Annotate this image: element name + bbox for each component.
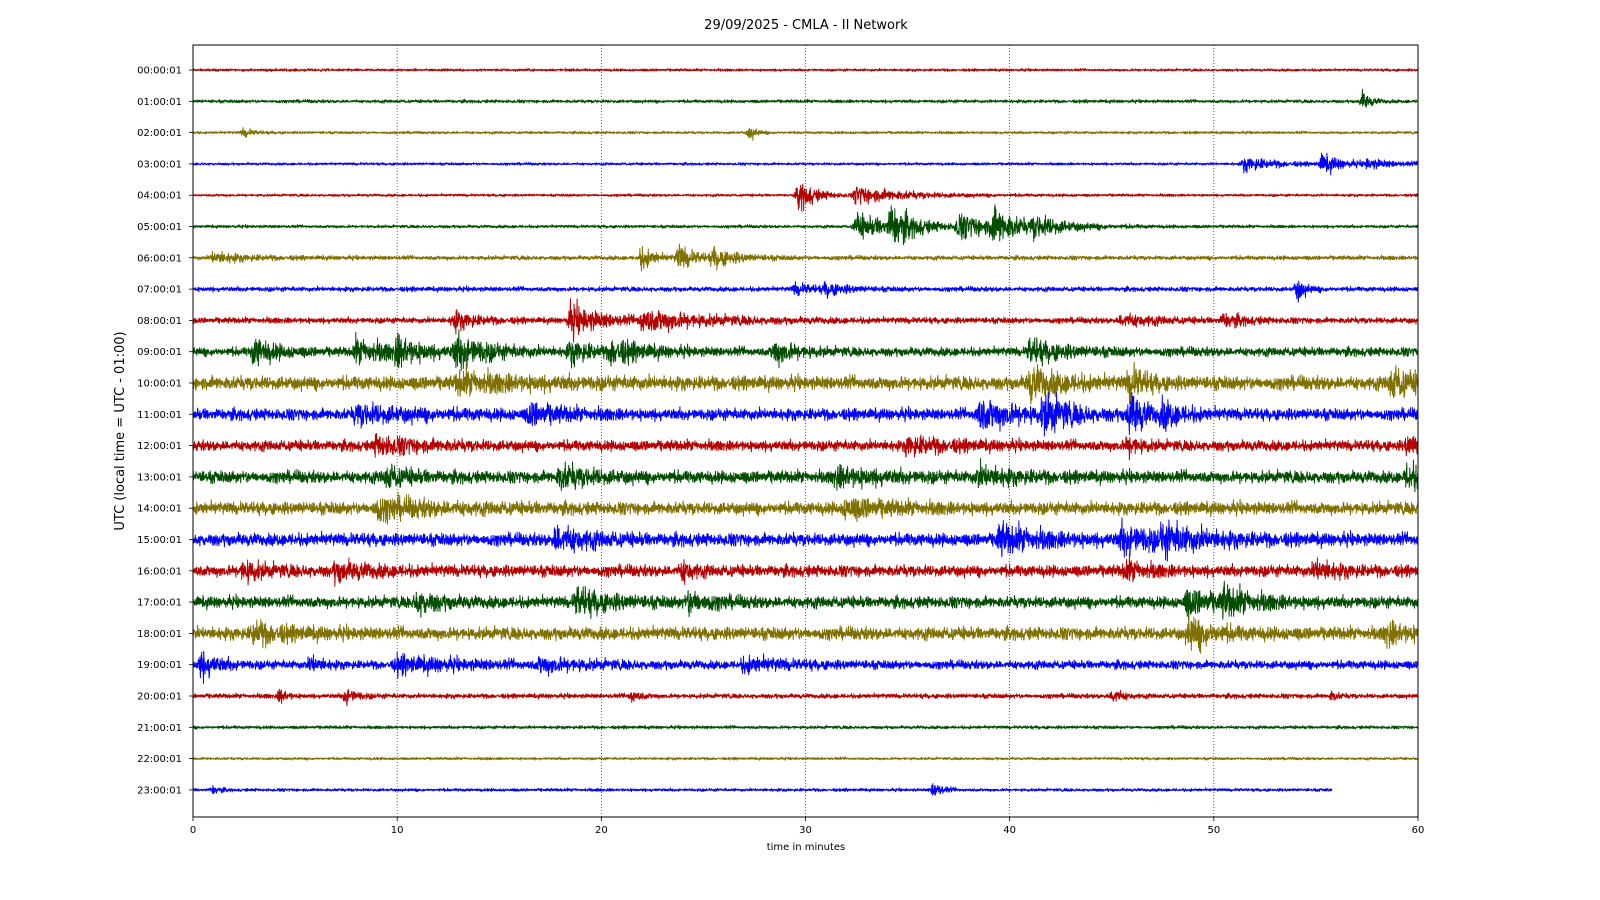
y-tick-label: 08:00:01 — [137, 316, 182, 327]
y-tick-label: 02:00:01 — [137, 128, 182, 139]
trace-line — [192, 613, 1419, 654]
y-tick-label: 22:00:01 — [137, 754, 182, 765]
trace-line — [192, 517, 1419, 562]
trace-line — [192, 756, 1418, 761]
trace-line — [192, 298, 1419, 343]
y-tick-label: 07:00:01 — [137, 285, 182, 296]
y-tick-label: 06:00:01 — [137, 253, 182, 264]
x-tick-label-0: 0 — [190, 825, 196, 836]
trace-line — [192, 361, 1419, 406]
x-tick-labels: 0 10 20 30 40 50 60 — [190, 817, 1425, 836]
y-tick-label: 16:00:01 — [137, 566, 182, 577]
trace-line — [192, 553, 1419, 587]
x-tick-label-40: 40 — [1003, 825, 1016, 836]
y-tick-label: 19:00:01 — [137, 660, 182, 671]
y-tick-label: 12:00:01 — [137, 441, 182, 452]
trace-line — [192, 152, 1419, 176]
y-tick-label: 09:00:01 — [137, 347, 182, 358]
trace-line — [192, 67, 1419, 73]
trace-line — [192, 783, 1333, 796]
x-tick-label-30: 30 — [799, 825, 812, 836]
x-tick-label-10: 10 — [391, 825, 404, 836]
y-tick-label: 15:00:01 — [137, 535, 182, 546]
trace-line — [192, 280, 1419, 303]
trace-line — [192, 127, 1418, 141]
x-axis-label: time in minutes — [767, 842, 846, 853]
x-tick-label-60: 60 — [1412, 825, 1425, 836]
trace-line — [192, 433, 1419, 461]
y-tick-labels: 00:00:01 01:00:01 02:00:01 03:00:01 04:00:01… — [137, 66, 193, 796]
chart-title: 29/09/2025 - CMLA - II Network — [704, 18, 908, 33]
trace-line — [192, 88, 1419, 108]
y-tick-label: 01:00:01 — [137, 97, 182, 108]
trace-line — [192, 204, 1419, 246]
y-tick-label: 10:00:01 — [137, 379, 182, 390]
trace-line — [192, 243, 1419, 272]
y-tick-label: 17:00:01 — [137, 598, 182, 609]
y-tick-label: 18:00:01 — [137, 629, 182, 640]
y-axis-label: UTC (local time = UTC - 01:00) — [113, 331, 128, 530]
trace-line — [192, 458, 1419, 493]
trace-line — [192, 724, 1419, 730]
y-tick-label: 05:00:01 — [137, 222, 182, 233]
trace-line — [192, 650, 1419, 684]
y-tick-label: 00:00:01 — [137, 66, 182, 77]
trace-line — [192, 580, 1419, 621]
x-tick-label-20: 20 — [595, 825, 608, 836]
trace-line — [192, 688, 1419, 707]
y-tick-label: 23:00:01 — [137, 785, 182, 796]
trace-line — [192, 329, 1419, 371]
trace-line — [192, 183, 1418, 212]
trace-line — [192, 492, 1419, 525]
seismic-traces — [192, 67, 1419, 796]
trace-line — [192, 392, 1419, 437]
y-tick-label: 14:00:01 — [137, 504, 182, 515]
y-tick-label: 03:00:01 — [137, 159, 182, 170]
y-tick-label: 11:00:01 — [137, 410, 182, 421]
x-tick-label-50: 50 — [1207, 825, 1220, 836]
y-tick-label: 13:00:01 — [137, 472, 182, 483]
y-tick-label: 21:00:01 — [137, 723, 182, 734]
y-tick-label: 04:00:01 — [137, 191, 182, 202]
y-tick-label: 20:00:01 — [137, 692, 182, 703]
